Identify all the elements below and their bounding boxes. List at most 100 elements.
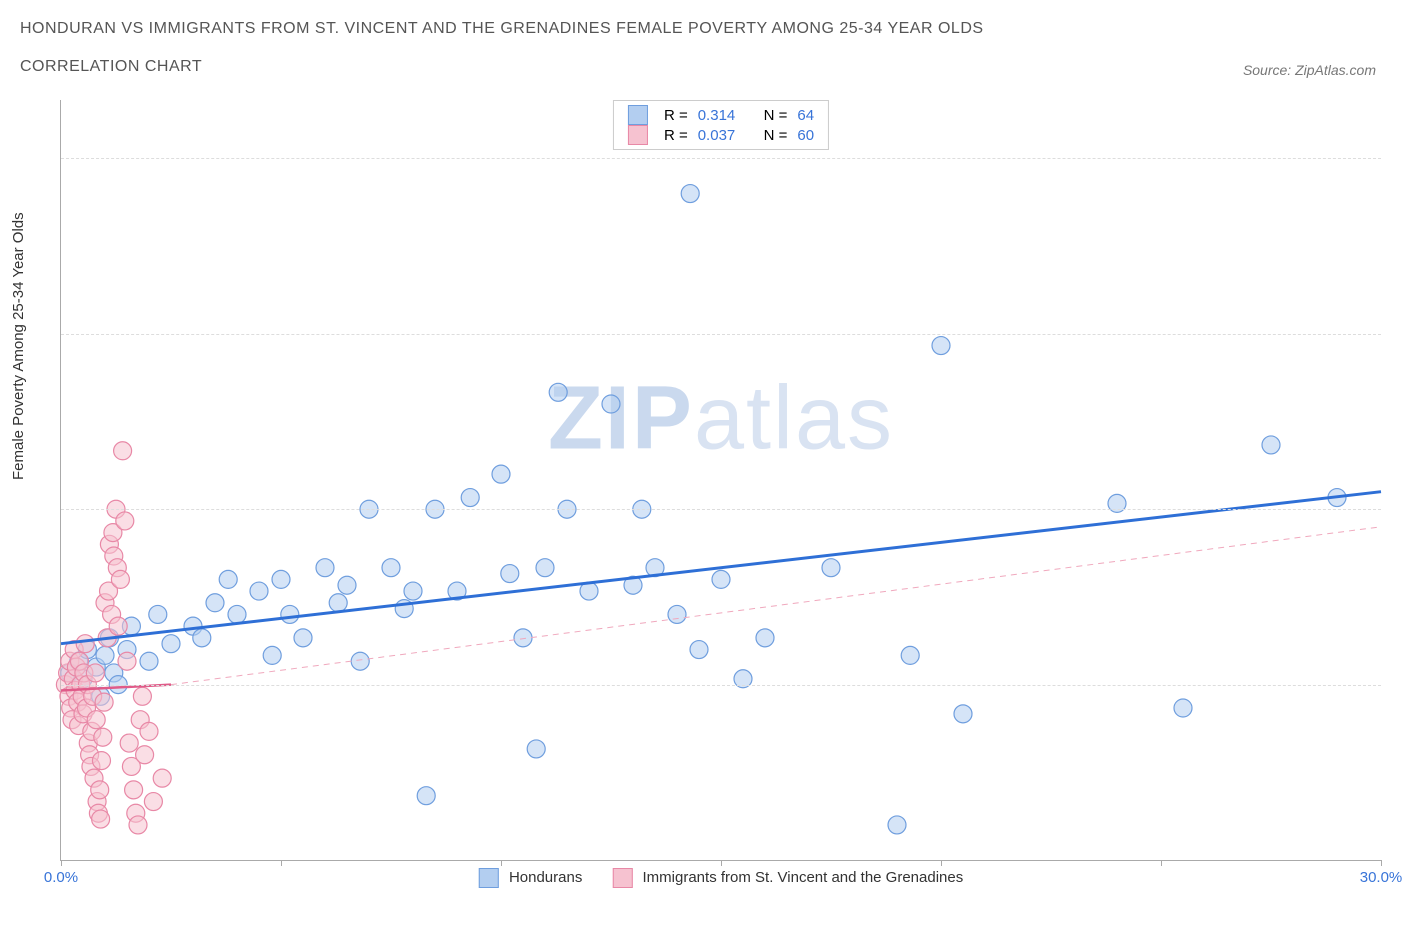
data-point-hondurans bbox=[461, 489, 479, 507]
data-point-hondurans bbox=[281, 605, 299, 623]
data-point-svgren bbox=[111, 570, 129, 588]
data-point-hondurans bbox=[206, 594, 224, 612]
data-point-hondurans bbox=[536, 559, 554, 577]
n-label: N = bbox=[764, 107, 788, 124]
x-tick-label: 30.0% bbox=[1360, 869, 1403, 886]
data-point-hondurans bbox=[690, 641, 708, 659]
data-point-hondurans bbox=[1174, 699, 1192, 717]
chart-title-line-2: CORRELATION CHART bbox=[20, 58, 202, 76]
data-point-hondurans bbox=[219, 570, 237, 588]
data-point-svgren bbox=[109, 617, 127, 635]
data-point-svgren bbox=[116, 512, 134, 530]
source-attribution: Source: ZipAtlas.com bbox=[1243, 62, 1376, 78]
data-point-svgren bbox=[114, 442, 132, 460]
data-point-hondurans bbox=[822, 559, 840, 577]
data-point-hondurans bbox=[756, 629, 774, 647]
n-label: N = bbox=[764, 127, 788, 144]
gridline-h bbox=[61, 158, 1381, 159]
n-value-hondurans: 64 bbox=[797, 107, 814, 124]
legend-item-hondurans: Hondurans bbox=[479, 868, 583, 888]
data-point-hondurans bbox=[1262, 436, 1280, 454]
data-point-svgren bbox=[92, 810, 110, 828]
data-point-hondurans bbox=[549, 383, 567, 401]
legend-item-svgren: Immigrants from St. Vincent and the Gren… bbox=[612, 868, 963, 888]
x-tick-mark bbox=[1381, 860, 1382, 866]
data-point-hondurans bbox=[140, 652, 158, 670]
x-tick-label: 0.0% bbox=[44, 869, 78, 886]
data-point-hondurans bbox=[527, 740, 545, 758]
stats-row-hondurans: R = 0.314 N = 64 bbox=[628, 105, 814, 125]
data-point-hondurans bbox=[329, 594, 347, 612]
data-point-svgren bbox=[76, 635, 94, 653]
data-point-hondurans bbox=[681, 185, 699, 203]
x-tick-mark bbox=[941, 860, 942, 866]
swatch-svgren-icon bbox=[612, 868, 632, 888]
data-point-hondurans bbox=[404, 582, 422, 600]
data-point-hondurans bbox=[382, 559, 400, 577]
swatch-hondurans-icon bbox=[479, 868, 499, 888]
data-point-hondurans bbox=[351, 652, 369, 670]
data-point-hondurans bbox=[514, 629, 532, 647]
series-legend: Hondurans Immigrants from St. Vincent an… bbox=[479, 868, 963, 888]
data-point-svgren bbox=[144, 793, 162, 811]
data-point-hondurans bbox=[501, 565, 519, 583]
gridline-h bbox=[61, 334, 1381, 335]
data-point-hondurans bbox=[668, 605, 686, 623]
data-point-hondurans bbox=[250, 582, 268, 600]
y-axis-label: Female Poverty Among 25-34 Year Olds bbox=[10, 212, 27, 480]
data-point-svgren bbox=[120, 734, 138, 752]
source-name: ZipAtlas.com bbox=[1295, 62, 1376, 78]
data-point-hondurans bbox=[149, 605, 167, 623]
gridline-h bbox=[61, 685, 1381, 686]
data-point-svgren bbox=[87, 711, 105, 729]
data-point-svgren bbox=[140, 722, 158, 740]
data-point-svgren bbox=[118, 652, 136, 670]
gridline-h bbox=[61, 509, 1381, 510]
data-point-svgren bbox=[86, 664, 104, 682]
scatter-svg bbox=[61, 100, 1381, 860]
data-point-hondurans bbox=[338, 576, 356, 594]
data-point-hondurans bbox=[193, 629, 211, 647]
swatch-svgren-icon bbox=[628, 125, 648, 145]
chart-plot-area: ZIPatlas R = 0.314 N = 64 R = 0.037 N = … bbox=[60, 100, 1381, 861]
x-tick-mark bbox=[61, 860, 62, 866]
chart-title-line-1: HONDURAN VS IMMIGRANTS FROM ST. VINCENT … bbox=[20, 20, 984, 38]
data-point-svgren bbox=[95, 693, 113, 711]
data-point-svgren bbox=[94, 728, 112, 746]
r-value-svgren: 0.037 bbox=[698, 127, 736, 144]
r-label: R = bbox=[664, 127, 688, 144]
r-label: R = bbox=[664, 107, 688, 124]
data-point-svgren bbox=[125, 781, 143, 799]
source-prefix: Source: bbox=[1243, 62, 1295, 78]
data-point-hondurans bbox=[162, 635, 180, 653]
data-point-hondurans bbox=[901, 646, 919, 664]
x-tick-mark bbox=[721, 860, 722, 866]
data-point-hondurans bbox=[888, 816, 906, 834]
x-tick-mark bbox=[1161, 860, 1162, 866]
data-point-svgren bbox=[92, 752, 110, 770]
data-point-hondurans bbox=[228, 605, 246, 623]
data-point-hondurans bbox=[263, 646, 281, 664]
x-tick-mark bbox=[281, 860, 282, 866]
data-point-hondurans bbox=[96, 646, 114, 664]
data-point-hondurans bbox=[954, 705, 972, 723]
data-point-svgren bbox=[153, 769, 171, 787]
data-point-hondurans bbox=[316, 559, 334, 577]
data-point-hondurans bbox=[272, 570, 290, 588]
n-value-svgren: 60 bbox=[797, 127, 814, 144]
data-point-hondurans bbox=[932, 337, 950, 355]
data-point-hondurans bbox=[712, 570, 730, 588]
correlation-stats-legend: R = 0.314 N = 64 R = 0.037 N = 60 bbox=[613, 100, 829, 150]
data-point-hondurans bbox=[602, 395, 620, 413]
data-point-svgren bbox=[91, 781, 109, 799]
data-point-svgren bbox=[129, 816, 147, 834]
r-value-hondurans: 0.314 bbox=[698, 107, 736, 124]
legend-label-svgren: Immigrants from St. Vincent and the Gren… bbox=[643, 869, 964, 886]
x-tick-mark bbox=[501, 860, 502, 866]
data-point-svgren bbox=[133, 687, 151, 705]
data-point-hondurans bbox=[294, 629, 312, 647]
legend-label-hondurans: Hondurans bbox=[509, 869, 582, 886]
regression-line-hondurans bbox=[61, 492, 1381, 644]
stats-row-svgren: R = 0.037 N = 60 bbox=[628, 125, 814, 145]
swatch-hondurans-icon bbox=[628, 105, 648, 125]
